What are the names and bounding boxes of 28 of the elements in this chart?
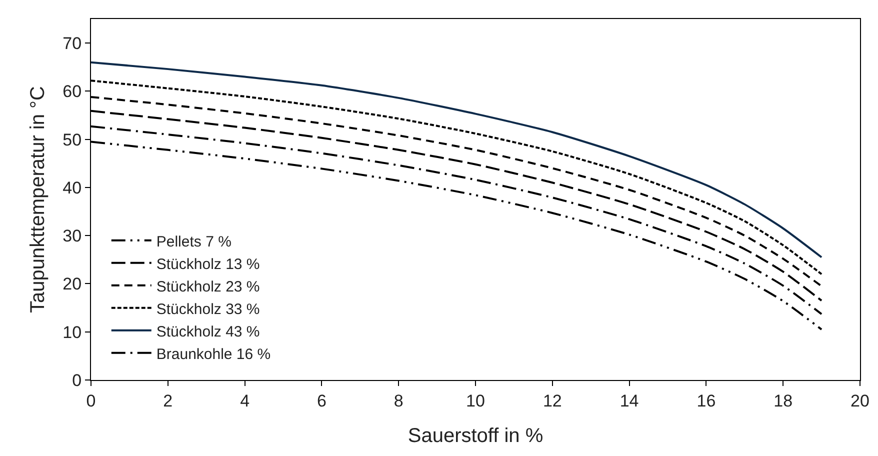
y-tick-label: 40 (62, 178, 82, 198)
y-tick-label: 70 (62, 34, 82, 54)
y-tick-label: 60 (62, 82, 82, 102)
y-tick-label: 10 (62, 322, 82, 342)
line-series (91, 61, 823, 258)
legend-label: Stückholz 13 % (156, 256, 260, 273)
y-tick-label: 0 (72, 370, 82, 390)
x-tick-label: 8 (394, 391, 404, 410)
legend-label: Stückholz 33 % (156, 300, 260, 318)
x-tick-label: 16 (696, 391, 716, 410)
x-tick-label: 12 (542, 391, 562, 410)
legend-label: Pellets 7 % (156, 233, 232, 250)
legend-label: Braunkohle 16 % (156, 346, 271, 363)
y-tick-label: 30 (62, 226, 82, 246)
y-tick-label: 20 (62, 274, 82, 294)
legend-label: Stückholz 43 % (156, 323, 260, 340)
y-tick-label: 50 (62, 130, 82, 150)
legend-label: Stückholz 23 % (156, 278, 260, 296)
x-tick-label: 14 (620, 391, 639, 410)
x-tick-label: 6 (316, 391, 326, 410)
x-tick-label: 2 (163, 391, 173, 410)
x-axis-title: Sauerstoff in % (408, 424, 544, 447)
x-tick-label: 0 (86, 391, 96, 410)
x-tick-label: 10 (466, 391, 485, 410)
x-tick-label: 20 (850, 391, 870, 410)
x-tick-label: 18 (774, 391, 793, 410)
y-axis-title: Taupunkttemperatur in °C (27, 86, 50, 314)
x-tick-label: 4 (240, 391, 250, 410)
